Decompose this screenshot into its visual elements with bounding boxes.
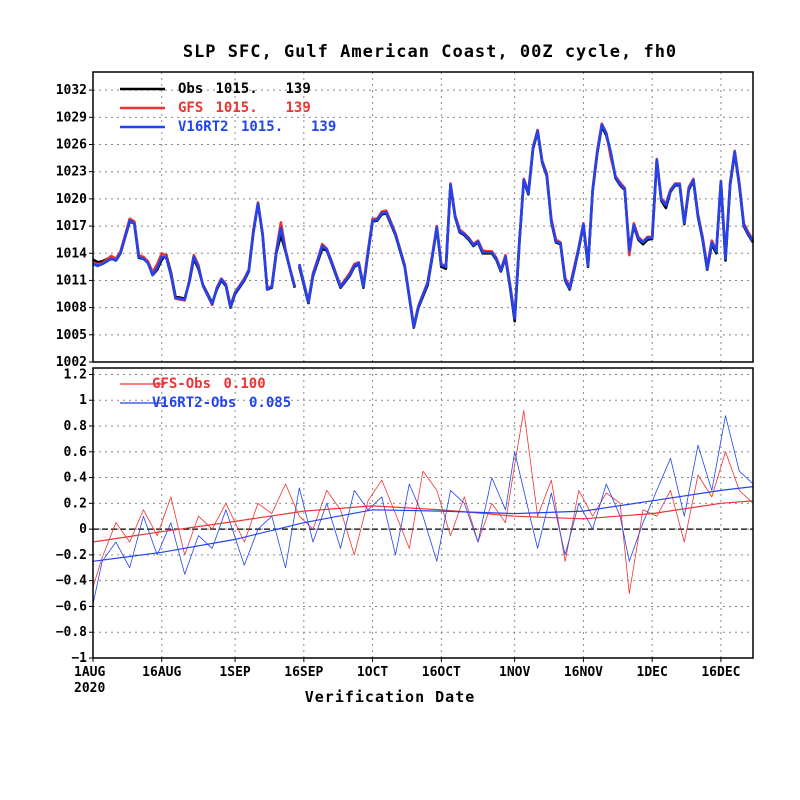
y-tick-label: 1002 bbox=[56, 355, 87, 370]
x-tick-label: 16NOV bbox=[564, 665, 603, 680]
legend-value: 0.100 bbox=[224, 376, 266, 392]
series-line-v16rt2 bbox=[92, 202, 296, 309]
y-tick-label: 0 bbox=[79, 522, 87, 537]
legend-label: Obs bbox=[178, 81, 203, 97]
y-tick-label: −0.4 bbox=[56, 574, 87, 589]
series-line-obs bbox=[298, 125, 755, 329]
bottom-plot-frame bbox=[92, 367, 754, 659]
series-line-v16rt2-obs bbox=[92, 415, 754, 604]
x-tick-label: 1SEP bbox=[219, 665, 250, 680]
x-year-label: 2020 bbox=[74, 681, 105, 696]
top-y-tick-labels: 1002 1005 1008 1011 1014 1017 1020 1023 1026 1029… bbox=[56, 83, 93, 370]
y-tick-label: 0.6 bbox=[64, 445, 88, 460]
x-tick-label: 1AUG bbox=[74, 665, 105, 680]
chart-title: SLP SFC, Gulf American Coast, 00Z cycle,… bbox=[183, 42, 677, 62]
y-tick-label: 1032 bbox=[56, 83, 87, 98]
y-tick-label: −1 bbox=[71, 651, 87, 666]
series-line-v16rt2-obs bbox=[92, 486, 754, 562]
bottom-panel: −1 −0.8 −0.6 −0.4 −0.2 0 0.2 0.4 0.6 0.8 1 1.2 1AUG… bbox=[56, 367, 754, 680]
x-tick-label: 16AUG bbox=[142, 665, 181, 680]
x-axis-label: Verification Date bbox=[305, 688, 476, 706]
y-tick-label: 1023 bbox=[56, 165, 87, 180]
legend-value: 1015. bbox=[216, 81, 258, 97]
y-tick-label: 1011 bbox=[56, 273, 87, 288]
bottom-y-tick-labels: −1 −0.8 −0.6 −0.4 −0.2 0 0.2 0.4 0.6 0.8 1 1.2 bbox=[56, 367, 93, 666]
series-line-gfs-obs bbox=[92, 410, 754, 594]
y-tick-label: 0.8 bbox=[64, 419, 88, 434]
top-plot-frame bbox=[92, 71, 754, 363]
legend-label: V16RT2-Obs bbox=[152, 395, 236, 411]
y-tick-label: 0.4 bbox=[64, 471, 88, 486]
y-tick-label: 1026 bbox=[56, 138, 87, 153]
legend-label: V16RT2 bbox=[178, 119, 229, 135]
top-series-lines bbox=[92, 122, 755, 329]
top-panel: 1002 1005 1008 1011 1014 1017 1020 1023 1026 1029… bbox=[56, 71, 755, 370]
y-tick-label: 1 bbox=[79, 393, 87, 408]
y-tick-label: −0.6 bbox=[56, 599, 87, 614]
x-tick-label: 16OCT bbox=[422, 665, 461, 680]
x-tick-label: 16SEP bbox=[284, 665, 323, 680]
y-tick-label: 0.2 bbox=[64, 496, 87, 511]
legend-count: 139 bbox=[286, 100, 311, 116]
x-tick-label: 1NOV bbox=[499, 665, 530, 680]
y-tick-label: 1005 bbox=[56, 328, 87, 343]
series-line-v16rt2 bbox=[298, 123, 755, 329]
y-tick-label: 1017 bbox=[56, 219, 87, 234]
y-tick-label: 1020 bbox=[56, 192, 87, 207]
legend-value: 1015. bbox=[216, 100, 258, 116]
bottom-gridlines bbox=[92, 368, 753, 658]
x-tick-label: 1DEC bbox=[637, 665, 668, 680]
x-tick-label: 1OCT bbox=[357, 665, 388, 680]
legend-label: GFS bbox=[178, 100, 203, 116]
y-tick-label: −0.2 bbox=[56, 548, 87, 563]
legend-value: 0.085 bbox=[249, 395, 291, 411]
top-gridlines bbox=[92, 72, 753, 362]
x-tick-labels: 1AUG 16AUG 1SEP 16SEP 1OCT 16OCT 1NOV 16NOV 1DEC… bbox=[74, 658, 740, 680]
legend-count: 139 bbox=[311, 119, 336, 135]
y-tick-label: −0.8 bbox=[56, 625, 87, 640]
y-tick-label: 1.2 bbox=[64, 367, 87, 382]
x-tick-label: 16DEC bbox=[701, 665, 740, 680]
legend-count: 139 bbox=[286, 81, 311, 97]
bottom-series-lines bbox=[92, 410, 754, 604]
y-tick-label: 1008 bbox=[56, 301, 87, 316]
legend-label: GFS-Obs bbox=[152, 376, 211, 392]
legend-value: 1015. bbox=[241, 119, 283, 135]
series-line-gfs-obs bbox=[92, 500, 754, 543]
y-tick-label: 1014 bbox=[56, 246, 87, 261]
y-tick-label: 1029 bbox=[56, 110, 87, 125]
bottom-legend: GFS-Obs 0.100 V16RT2-Obs 0.085 bbox=[120, 376, 291, 411]
